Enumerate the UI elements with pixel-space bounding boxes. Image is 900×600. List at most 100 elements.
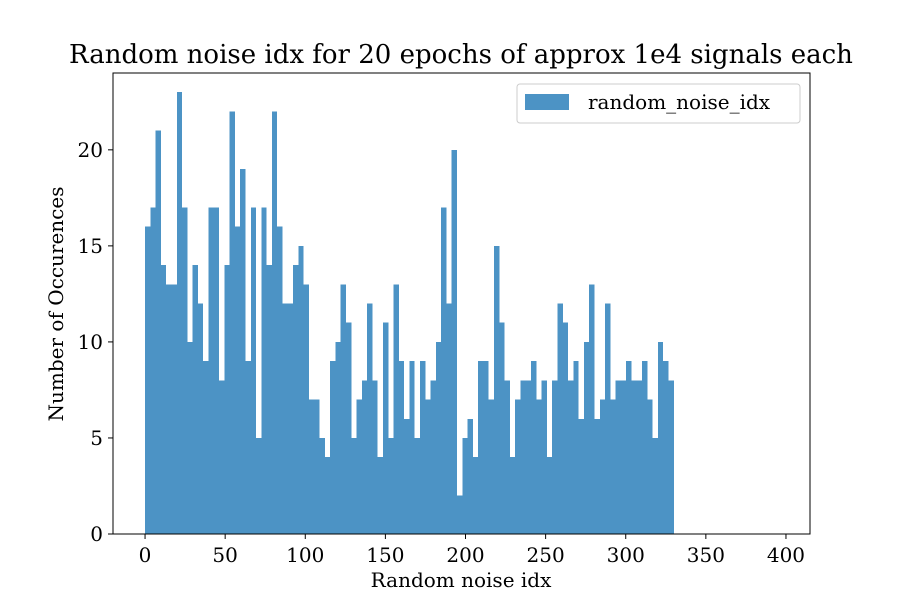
histogram-bar (303, 284, 309, 534)
histogram-bar (377, 457, 383, 534)
histogram-bar (245, 361, 251, 534)
histogram-bar (224, 265, 230, 534)
histogram-bar (578, 418, 584, 534)
y-tick-label: 15 (78, 234, 103, 258)
histogram-bar (435, 341, 442, 534)
x-tick-label: 50 (212, 543, 237, 567)
histogram-bar (256, 437, 262, 534)
histogram-bar (509, 457, 516, 534)
histogram-bar (488, 399, 495, 534)
histogram-bar (652, 437, 658, 534)
histogram-bar (319, 437, 325, 534)
histogram-bar (176, 92, 183, 534)
y-tick-label: 10 (78, 330, 103, 354)
histogram-bar (525, 380, 532, 534)
plot-frame (112, 72, 811, 535)
histogram-bar (308, 399, 315, 534)
y-axis-label: Number of Occurences (44, 187, 68, 422)
histogram-bar (213, 207, 220, 535)
histogram-bar (472, 457, 479, 534)
histogram-bar (160, 265, 167, 534)
histogram-bar (583, 341, 590, 534)
histogram-bar (441, 207, 447, 535)
histogram-bar (229, 111, 235, 535)
histogram-bar (404, 418, 410, 534)
histogram-bar (150, 207, 156, 535)
histogram-bar (420, 361, 426, 534)
histogram-bar (446, 303, 452, 534)
histogram-bar (620, 380, 627, 534)
histogram-bar (351, 437, 357, 534)
histogram-bar (277, 226, 283, 534)
histogram-bar (499, 322, 505, 534)
legend-box (516, 83, 801, 124)
histogram-bar (647, 399, 653, 534)
histogram-bar (314, 399, 320, 534)
histogram-bar (657, 341, 664, 534)
histogram-bar (457, 495, 463, 534)
histogram-bar (414, 437, 421, 534)
histogram-bar (409, 361, 415, 534)
histogram-bar (287, 303, 294, 534)
histogram-bar (298, 245, 304, 534)
histogram-bar (335, 341, 341, 534)
histogram-bar (155, 130, 161, 534)
histogram-bar (626, 361, 632, 534)
histogram-bar (541, 380, 547, 534)
histogram-bar (361, 380, 368, 534)
histogram-bar (615, 380, 621, 534)
x-tick-label: 300 (607, 543, 645, 567)
histogram-bar (430, 380, 436, 534)
histogram-bar (282, 303, 288, 534)
histogram-bar (208, 207, 214, 535)
histogram-bar (330, 361, 336, 534)
histogram-bar (605, 303, 611, 534)
histogram-bar (631, 380, 637, 534)
histogram-bar (203, 361, 209, 534)
x-tick-label: 0 (139, 543, 152, 567)
histogram-bar (467, 418, 473, 534)
histogram-bar (562, 322, 569, 534)
histogram-bar (425, 399, 431, 534)
histogram-bar (594, 418, 600, 534)
histogram-bar (240, 169, 246, 534)
histogram-bar (388, 437, 394, 534)
legend: random_noise_idx (516, 83, 801, 124)
legend-swatch (525, 94, 569, 110)
x-axis-label: Random noise idx (371, 568, 552, 592)
histogram-bar (642, 361, 648, 534)
histogram-bar (599, 399, 606, 534)
histogram-bar (324, 457, 331, 534)
histogram-bar (234, 226, 241, 534)
histogram-bar (182, 207, 188, 535)
histogram-bar (451, 149, 458, 535)
histogram-bar (398, 361, 405, 534)
histogram-bar (171, 284, 177, 534)
histogram-bar (219, 380, 225, 534)
histogram-bar (515, 399, 521, 534)
y-tick-label: 5 (90, 426, 103, 450)
histogram-bar (345, 322, 352, 534)
histogram-bar (187, 341, 193, 534)
x-axis: 0 50 100 150 200 250 300 350 400 (139, 534, 805, 567)
histogram-bar (483, 361, 489, 534)
x-tick-label: 150 (366, 543, 404, 567)
x-tick-label: 350 (687, 543, 725, 567)
histogram-bar (573, 361, 579, 534)
histogram-bar (250, 207, 257, 535)
histogram-bar (668, 380, 674, 534)
histogram-bar (478, 361, 484, 534)
histogram-bar (494, 245, 500, 534)
histogram-bar (382, 322, 389, 534)
x-tick-label: 200 (446, 543, 484, 567)
histogram-bar (266, 265, 272, 534)
histogram-bar (610, 399, 616, 534)
histogram-bar (531, 361, 537, 534)
histogram-bar (462, 437, 468, 534)
histogram-bar (367, 303, 373, 534)
histogram-bar (589, 284, 595, 534)
x-tick-label: 250 (527, 543, 565, 567)
legend-label: random_noise_idx (588, 90, 771, 114)
histogram-bar (557, 303, 563, 534)
